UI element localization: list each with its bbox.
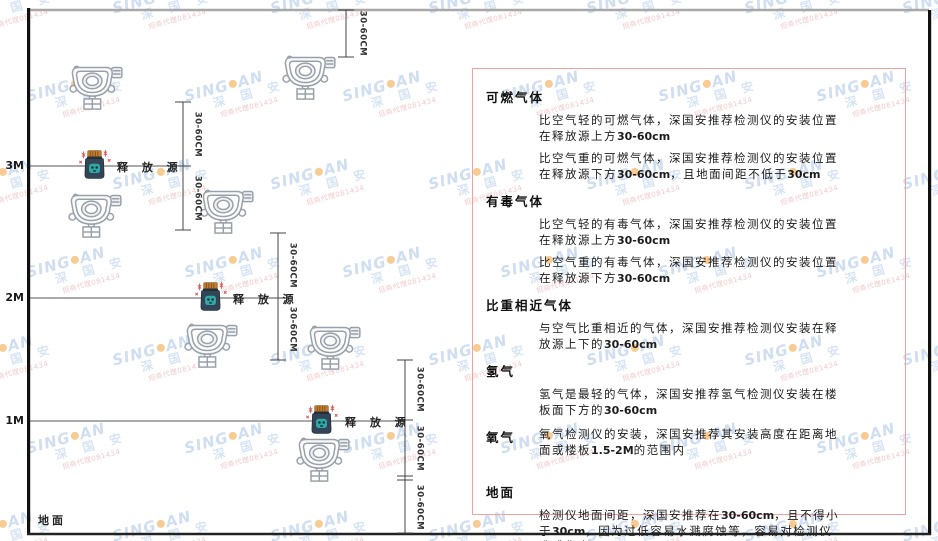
release-source-icon xyxy=(78,149,111,179)
section-heading: 比重相近气体 xyxy=(486,298,574,313)
dimension-label-30-60cm: 30-60CM xyxy=(414,425,425,472)
section-paragraph: 比空气重的有毒气体，深国安推荐检测仪的安装位置在释放源下方30-60cm xyxy=(539,255,838,285)
guideline-section: 有毒气体比空气轻的有毒气体，深国安推荐检测仪的安装位置在释放源上方30-60cm… xyxy=(473,191,905,286)
guideline-section: 可燃气体比空气轻的可燃气体，深国安推荐检测仪的安装位置在释放源上方30-60cm… xyxy=(473,87,905,182)
dimension-lines xyxy=(175,9,413,534)
gas-detector-icon xyxy=(296,437,350,482)
guideline-section: 氧气 氧气检测仪的安装，深国安推荐其安装高度在距离地面或楼板1.5-2M的范围内 xyxy=(473,427,905,458)
height-label-3m: 3M xyxy=(5,159,24,172)
section-paragraph: 与空气比重相近的气体，深国安推荐检测仪安装在释放源上下的30-60cm xyxy=(539,321,838,351)
section-heading: 地面 xyxy=(486,485,516,500)
gas-detector-icon xyxy=(68,193,122,238)
right-wall xyxy=(928,10,932,535)
release-source-label: 释 放 源 xyxy=(345,416,411,429)
gas-detector-icon xyxy=(200,189,254,234)
height-label-2m: 2M xyxy=(5,291,24,304)
ground-label: 地面 xyxy=(38,514,66,527)
dimension-label-30-60cm: 30-60CM xyxy=(287,306,298,353)
section-paragraph: 比空气轻的有毒气体，深国安推荐检测仪的安装位置在释放源上方30-60cm xyxy=(539,217,838,247)
release-source-icon xyxy=(194,281,227,311)
section-paragraph: 比空气轻的可燃气体，深国安推荐检测仪的安装位置在释放源上方30-60cm xyxy=(539,113,838,143)
dimension-label-30-60cm: 30-60CM xyxy=(414,366,425,413)
section-heading: 可燃气体 xyxy=(486,90,545,105)
installation-guidelines-panel: 可燃气体比空气轻的可燃气体，深国安推荐检测仪的安装位置在释放源上方30-60cm… xyxy=(472,68,906,541)
dimension-label-30-60cm: 30-60CM xyxy=(192,175,203,222)
section-paragraph: 比空气重的可燃气体，深国安推荐检测仪的安装位置在释放源下方30-60cm，且地面… xyxy=(539,151,838,181)
section-paragraph: 检测仪地面间距，深国安推荐在30-60cm，且不得小于30cm，因为过低容易水溅… xyxy=(539,508,840,541)
release-source-label: 释 放 源 xyxy=(233,293,299,306)
left-wall xyxy=(27,8,31,535)
dimension-label-30-60cm: 30-60CM xyxy=(192,111,203,158)
dimension-label-30-60cm: 30-60CM xyxy=(414,484,425,531)
section-heading: 氢气 xyxy=(486,364,516,379)
guideline-section: 氢气氢气是最轻的气体，深国安推荐氢气检测仪安装在楼板面下方的30-60cm xyxy=(473,361,905,418)
gas-detector-icon xyxy=(69,65,123,110)
release-source-label: 释 放 源 xyxy=(117,161,183,174)
section-paragraph: 氧气检测仪的安装，深国安推荐其安装高度在距离地面或楼板1.5-2M的范围内 xyxy=(539,427,838,457)
dimension-label-30-60cm: 30-60CM xyxy=(357,10,368,57)
section-paragraph: 氢气是最轻的气体，深国安推荐氢气检测仪安装在楼板面下方的30-60cm xyxy=(539,387,838,417)
gas-detector-icon xyxy=(282,55,336,100)
gas-detector-icon xyxy=(184,323,238,368)
guideline-section: 比重相近气体与空气比重相近的气体，深国安推荐检测仪安装在释放源上下的30-60c… xyxy=(473,295,905,352)
section-heading: 氧气 xyxy=(486,430,516,445)
guideline-section: 地面检测仪地面间距，深国安推荐在30-60cm，且不得小于30cm，因为过低容易… xyxy=(473,482,905,541)
height-label-1m: 1M xyxy=(5,414,24,427)
section-heading: 有毒气体 xyxy=(486,194,545,209)
dimension-label-30-60cm: 30-60CM xyxy=(287,242,298,289)
gas-detector-icon xyxy=(307,325,361,370)
release-source-icon xyxy=(305,404,338,434)
